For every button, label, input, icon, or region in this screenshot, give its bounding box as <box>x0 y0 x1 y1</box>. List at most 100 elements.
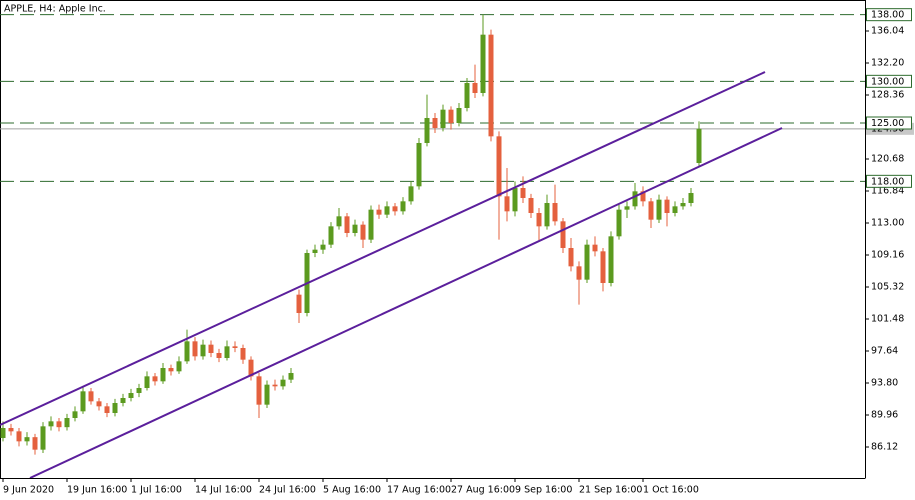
y-tick-label: 89.96 <box>871 410 898 421</box>
candle-body <box>296 294 302 313</box>
candle-body <box>560 221 566 248</box>
candle-body <box>280 379 286 387</box>
candle-body <box>272 384 278 387</box>
candle-body <box>264 384 270 405</box>
candle-body <box>24 437 30 442</box>
candle-body <box>320 244 326 250</box>
candle-body <box>240 348 246 360</box>
candle-body <box>376 209 382 215</box>
y-tick-label: 136.04 <box>871 26 904 37</box>
candle-body <box>456 108 462 123</box>
chart-title: APPLE, H4: Apple Inc. <box>4 4 106 15</box>
level-label-box <box>866 8 912 22</box>
x-tick-label: 19 Jun 16:00 <box>67 485 127 496</box>
level-label: 125.00 <box>871 118 904 129</box>
candle-body <box>232 346 238 348</box>
candle-body <box>656 199 662 220</box>
level-label: 118.00 <box>871 176 904 187</box>
candle-body <box>152 376 158 382</box>
candle-body <box>80 391 86 412</box>
x-tick-label: 14 Jul 16:00 <box>195 485 252 496</box>
candle-body <box>568 248 574 267</box>
candle-body <box>696 128 702 163</box>
candle-body <box>408 186 414 202</box>
candle-body <box>288 373 294 380</box>
x-tick-label: 9 Jun 2020 <box>3 485 54 496</box>
level-label-box <box>866 174 912 188</box>
candle-body <box>504 196 510 212</box>
candle-body <box>360 224 366 240</box>
candle-body <box>688 193 694 203</box>
candle-body <box>208 344 214 353</box>
candle-body <box>512 188 518 212</box>
candle-body <box>160 368 166 382</box>
candle-body <box>552 203 558 222</box>
candle-body <box>616 209 622 237</box>
candle-body <box>640 191 646 202</box>
candle-body <box>312 249 318 253</box>
candle-body <box>224 346 230 358</box>
candle-body <box>8 428 14 432</box>
x-tick-label: 9 Sep 16:00 <box>515 485 572 496</box>
trendline <box>29 127 783 478</box>
candle-body <box>496 136 502 197</box>
candle-body <box>544 203 550 227</box>
candle-body <box>384 206 390 215</box>
candle-body <box>344 216 350 233</box>
candle-body <box>256 376 262 405</box>
candle-body <box>584 244 590 280</box>
candle-body <box>40 426 46 450</box>
candle-body <box>16 431 22 442</box>
candle-body <box>128 393 134 398</box>
candle-body <box>528 198 534 213</box>
y-tick-label: 105.32 <box>871 282 904 293</box>
candle-body <box>632 191 638 207</box>
level-label: 138.00 <box>871 10 904 21</box>
x-tick-label: 1 Oct 16:00 <box>643 485 699 496</box>
y-tick-label: 97.64 <box>871 346 898 357</box>
candle-body <box>72 411 78 418</box>
candle-body <box>448 109 454 123</box>
y-tick-label: 128.36 <box>871 90 904 101</box>
x-tick-label: 17 Aug 16:00 <box>387 485 451 496</box>
candle-body <box>608 236 614 283</box>
y-tick-label: 101.48 <box>871 314 904 325</box>
candle-body <box>96 401 102 407</box>
candle-body <box>120 398 126 403</box>
y-tick-label: 116.84 <box>871 186 904 197</box>
candle-body <box>144 376 150 388</box>
y-tick-label: 93.80 <box>871 378 898 389</box>
candle-body <box>472 83 478 93</box>
y-tick-label: 113.00 <box>871 218 904 229</box>
candle-body <box>424 118 430 143</box>
candle-body <box>624 206 630 210</box>
x-tick-label: 5 Aug 16:00 <box>323 485 381 496</box>
candle-body <box>0 428 6 438</box>
candle-body <box>464 83 470 108</box>
candle-body <box>672 206 678 213</box>
candle-body <box>48 421 54 427</box>
candle-body <box>648 201 654 220</box>
candle-body <box>88 391 94 402</box>
candle-body <box>112 403 118 413</box>
level-label-box <box>866 116 912 130</box>
candle-body <box>184 341 190 362</box>
candle-body <box>336 216 342 227</box>
plot <box>0 14 865 478</box>
candle-body <box>432 118 438 128</box>
candle-body <box>576 266 582 280</box>
x-tick-label: 27 Aug 16:00 <box>451 485 515 496</box>
candle-body <box>368 209 374 240</box>
candle-body <box>680 203 686 207</box>
candle-body <box>168 368 174 372</box>
y-tick-label: 109.16 <box>871 250 904 261</box>
x-tick-label: 21 Sep 16:00 <box>579 485 642 496</box>
candle-body <box>104 406 110 413</box>
candle-body <box>440 109 446 128</box>
candle-body <box>136 388 142 393</box>
y-tick-label: 86.12 <box>871 442 898 453</box>
candle-body <box>664 199 670 213</box>
candle-body <box>416 143 422 187</box>
